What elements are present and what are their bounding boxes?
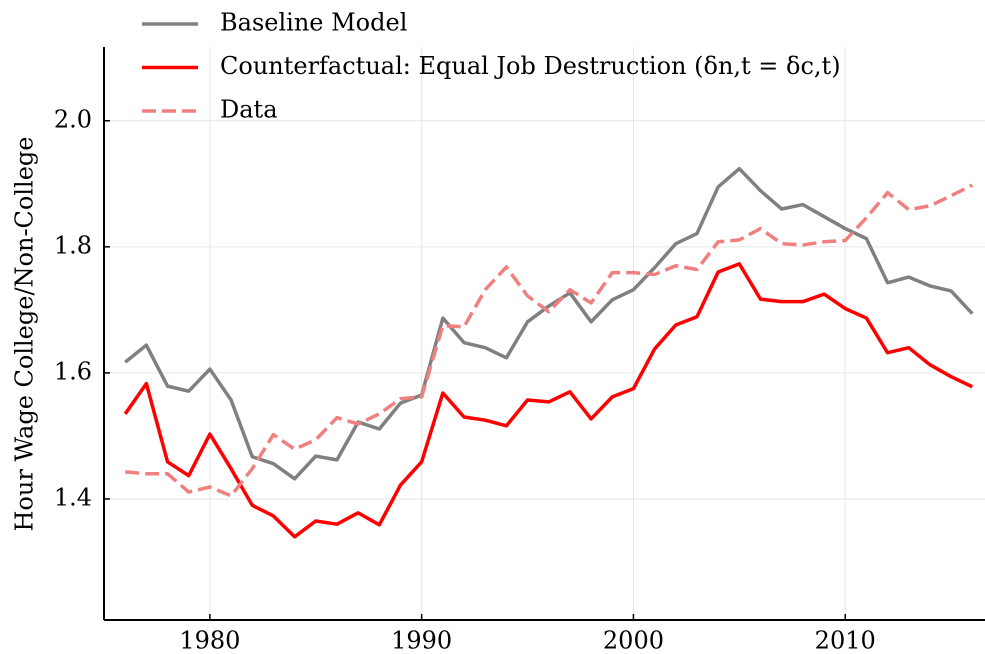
y-tick-label: 1.6 bbox=[54, 357, 92, 385]
y-tick-label: 2.0 bbox=[54, 105, 92, 133]
legend-label: Counterfactual: Equal Job Destruction (δ… bbox=[220, 52, 841, 80]
data-line bbox=[124, 166, 974, 481]
x-tick-label: 2010 bbox=[815, 627, 876, 654]
x-tick-label: 2000 bbox=[603, 627, 664, 654]
y-tick-label: 1.4 bbox=[54, 483, 92, 511]
y-tick-label: 1.8 bbox=[54, 231, 92, 259]
data-line bbox=[123, 262, 974, 539]
legend-label: Baseline Model bbox=[220, 9, 407, 37]
legend-label: Data bbox=[220, 96, 278, 124]
x-tick-label: 1980 bbox=[179, 627, 240, 654]
y-axis-label: Hour Wage College/Non-College bbox=[11, 137, 39, 532]
x-tick-label: 1990 bbox=[391, 627, 452, 654]
data-line bbox=[125, 183, 974, 498]
